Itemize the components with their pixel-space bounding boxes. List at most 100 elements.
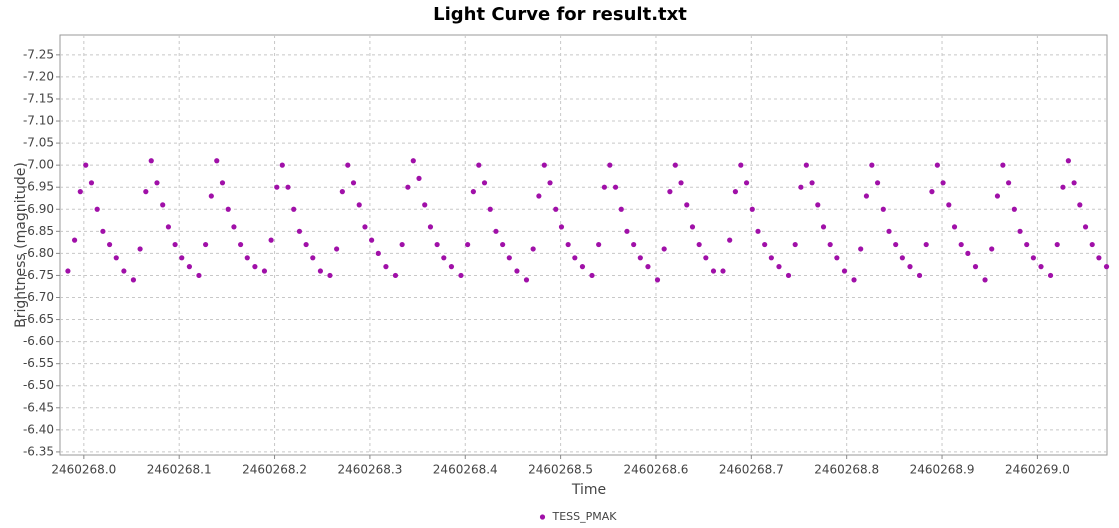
data-point — [803, 162, 809, 168]
data-point — [303, 241, 309, 248]
data-point — [696, 241, 702, 248]
data-point — [645, 264, 651, 270]
data-point — [907, 264, 913, 270]
data-point — [601, 184, 607, 190]
data-point — [65, 268, 71, 274]
data-point — [762, 241, 768, 248]
y-tick-label: -6.75 — [23, 268, 54, 282]
data-point — [785, 272, 792, 279]
x-tick-label: 2460268.6 — [624, 463, 689, 477]
data-point — [493, 228, 499, 234]
data-point — [827, 241, 833, 248]
data-point — [88, 180, 95, 186]
data-point — [1030, 255, 1036, 261]
legend-label: TESS_PMAK — [552, 510, 618, 523]
data-point — [196, 272, 202, 279]
data-point — [422, 202, 428, 208]
y-tick-label: -6.35 — [23, 444, 54, 458]
data-point — [958, 241, 964, 248]
data-point — [172, 241, 178, 248]
data-point — [244, 255, 250, 261]
data-point — [820, 224, 827, 230]
data-point — [672, 162, 678, 168]
data-point — [612, 184, 619, 190]
x-axis-label: Time — [571, 482, 606, 498]
x-tick-label: 2460268.0 — [51, 463, 116, 477]
data-point — [514, 268, 520, 274]
data-point — [375, 250, 381, 256]
data-point — [121, 268, 127, 274]
x-tick-label: 2460268.5 — [528, 463, 593, 477]
y-tick-label: -7.10 — [23, 114, 54, 128]
data-point — [710, 268, 717, 274]
data-point — [274, 184, 280, 190]
data-point — [410, 158, 416, 164]
data-point — [637, 255, 643, 261]
data-point — [940, 180, 946, 186]
data-point — [399, 241, 405, 248]
data-point — [579, 264, 586, 270]
data-point — [809, 180, 815, 186]
data-point — [834, 255, 840, 261]
data-point — [1096, 255, 1102, 261]
y-tick-label: -6.60 — [23, 334, 54, 348]
data-point — [77, 189, 83, 195]
data-point — [1005, 180, 1012, 186]
data-point — [154, 180, 160, 186]
y-tick-label: -6.70 — [23, 290, 54, 304]
data-point — [858, 246, 864, 252]
data-point — [1038, 264, 1044, 270]
y-tick-label: -6.65 — [23, 312, 54, 326]
data-point — [703, 255, 709, 261]
y-tick-label: -7.25 — [23, 47, 54, 61]
data-point — [916, 272, 923, 279]
data-point — [841, 268, 848, 274]
data-point — [279, 162, 285, 168]
data-point — [667, 189, 673, 195]
legend-marker — [539, 514, 546, 520]
data-point — [1000, 162, 1006, 168]
data-point — [523, 277, 530, 283]
data-point — [1047, 272, 1054, 279]
data-point — [143, 189, 149, 195]
y-tick-label: -6.80 — [23, 246, 54, 260]
data-point — [291, 206, 297, 212]
data-point — [547, 180, 553, 186]
x-tick-label: 2460268.9 — [910, 463, 975, 477]
y-tick-label: -6.45 — [23, 400, 54, 414]
data-point — [965, 250, 971, 256]
data-point — [148, 158, 154, 164]
data-point — [536, 193, 542, 199]
data-point — [684, 202, 690, 208]
data-point — [214, 158, 220, 164]
chart-title: Light Curve for result.txt — [433, 4, 687, 25]
data-point — [345, 162, 351, 168]
data-point — [448, 264, 455, 270]
data-point — [654, 277, 661, 283]
data-point — [458, 272, 464, 279]
data-point — [982, 277, 988, 283]
data-point — [851, 277, 857, 283]
data-point — [631, 241, 637, 248]
data-point — [285, 184, 291, 190]
data-point — [886, 228, 892, 234]
data-point — [71, 237, 78, 243]
data-point — [94, 206, 100, 212]
data-point — [465, 241, 471, 248]
data-point — [755, 228, 761, 234]
data-point — [994, 193, 1001, 199]
y-tick-label: -6.50 — [23, 378, 54, 392]
data-point — [815, 202, 821, 208]
data-point — [558, 224, 565, 230]
data-point — [738, 162, 744, 168]
x-tick-label: 2460268.8 — [814, 463, 879, 477]
data-point — [618, 206, 624, 212]
data-point — [893, 241, 899, 248]
data-point — [863, 193, 870, 199]
data-point — [83, 162, 89, 168]
data-point — [1103, 264, 1110, 270]
data-point — [553, 206, 559, 212]
y-axis-label: Brightness (magnitude) — [13, 162, 29, 328]
y-tick-label: -7.15 — [23, 91, 54, 105]
data-point — [720, 268, 726, 274]
